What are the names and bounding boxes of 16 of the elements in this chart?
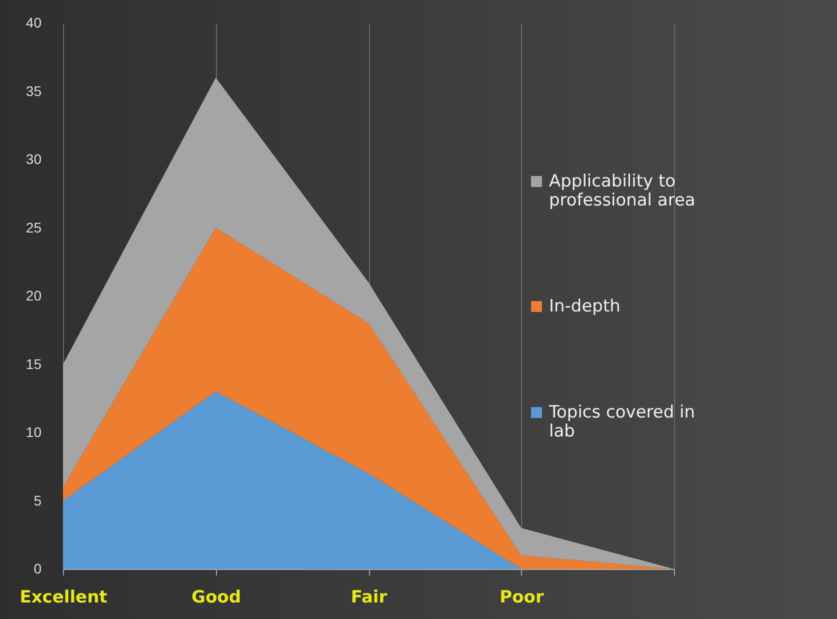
legend-label: Applicability to professional area	[549, 172, 696, 210]
y-tick-label: 15	[26, 356, 42, 372]
y-tick-label: 20	[26, 288, 42, 304]
x-tick-label: Poor	[500, 588, 544, 608]
y-tick-label: 30	[26, 151, 42, 167]
x-tick-label: Excellent	[20, 588, 108, 608]
y-tick-label: 5	[34, 492, 42, 508]
y-tick-label: 10	[26, 424, 42, 440]
y-tick-label: 25	[26, 219, 42, 236]
x-tick-label: Good	[192, 588, 241, 608]
x-tick-label: Fair	[350, 588, 388, 608]
y-tick-label: 40	[26, 14, 42, 30]
y-tick-label: 35	[26, 82, 42, 99]
legend-label: Topics covered in lab	[548, 402, 696, 442]
y-tick-label: 0	[34, 560, 42, 576]
legend-label: In-depth	[549, 296, 620, 316]
